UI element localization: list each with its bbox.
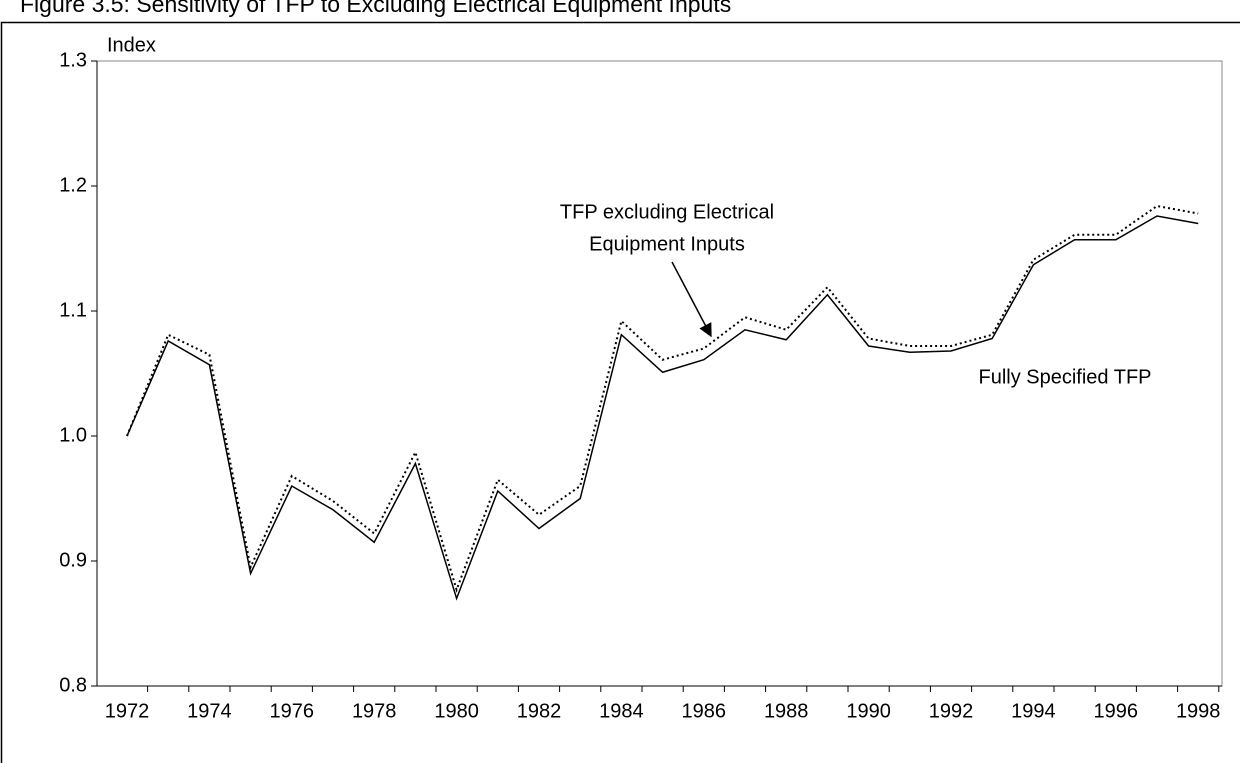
x-tick-label: 1986 (682, 700, 727, 722)
x-tick-label: 1996 (1094, 700, 1139, 722)
x-tick-label: 1998 (1176, 700, 1221, 722)
series-line (126, 215, 1199, 601)
annotation: Fully Specified TFP (978, 366, 1151, 388)
x-tick-label: 1972 (105, 700, 150, 722)
y-tick-label: 1.0 (59, 424, 87, 446)
x-tick-label: 1974 (187, 700, 232, 722)
x-tick-label: 1976 (270, 700, 315, 722)
x-tick-label: 1982 (517, 700, 562, 722)
y-tick-label: 1.3 (59, 49, 87, 71)
series-line-dotted (126, 204, 1199, 593)
annotation-arrow (671, 261, 712, 338)
y-tick-label: 0.8 (59, 674, 87, 696)
y-axis-label: Index (107, 34, 156, 56)
chart-frame (0, 21, 1240, 763)
y-tick-label: 1.1 (59, 299, 87, 321)
annotation: Equipment Inputs (589, 233, 745, 255)
x-tick-label: 1984 (599, 700, 644, 722)
x-tick-label: 1988 (764, 700, 809, 722)
y-tick-label: 0.9 (59, 549, 87, 571)
x-tick-label: 1992 (929, 700, 974, 722)
chart-title: Figure 3.5: Sensitivity of TFP to Exclud… (20, 0, 731, 17)
x-tick-label: 1994 (1011, 700, 1056, 722)
annotation: TFP excluding Electrical (560, 201, 774, 223)
y-tick-label: 1.2 (59, 174, 87, 196)
x-tick-label: 1980 (434, 700, 479, 722)
x-tick-label: 1978 (352, 700, 397, 722)
x-tick-label: 1990 (846, 700, 891, 722)
